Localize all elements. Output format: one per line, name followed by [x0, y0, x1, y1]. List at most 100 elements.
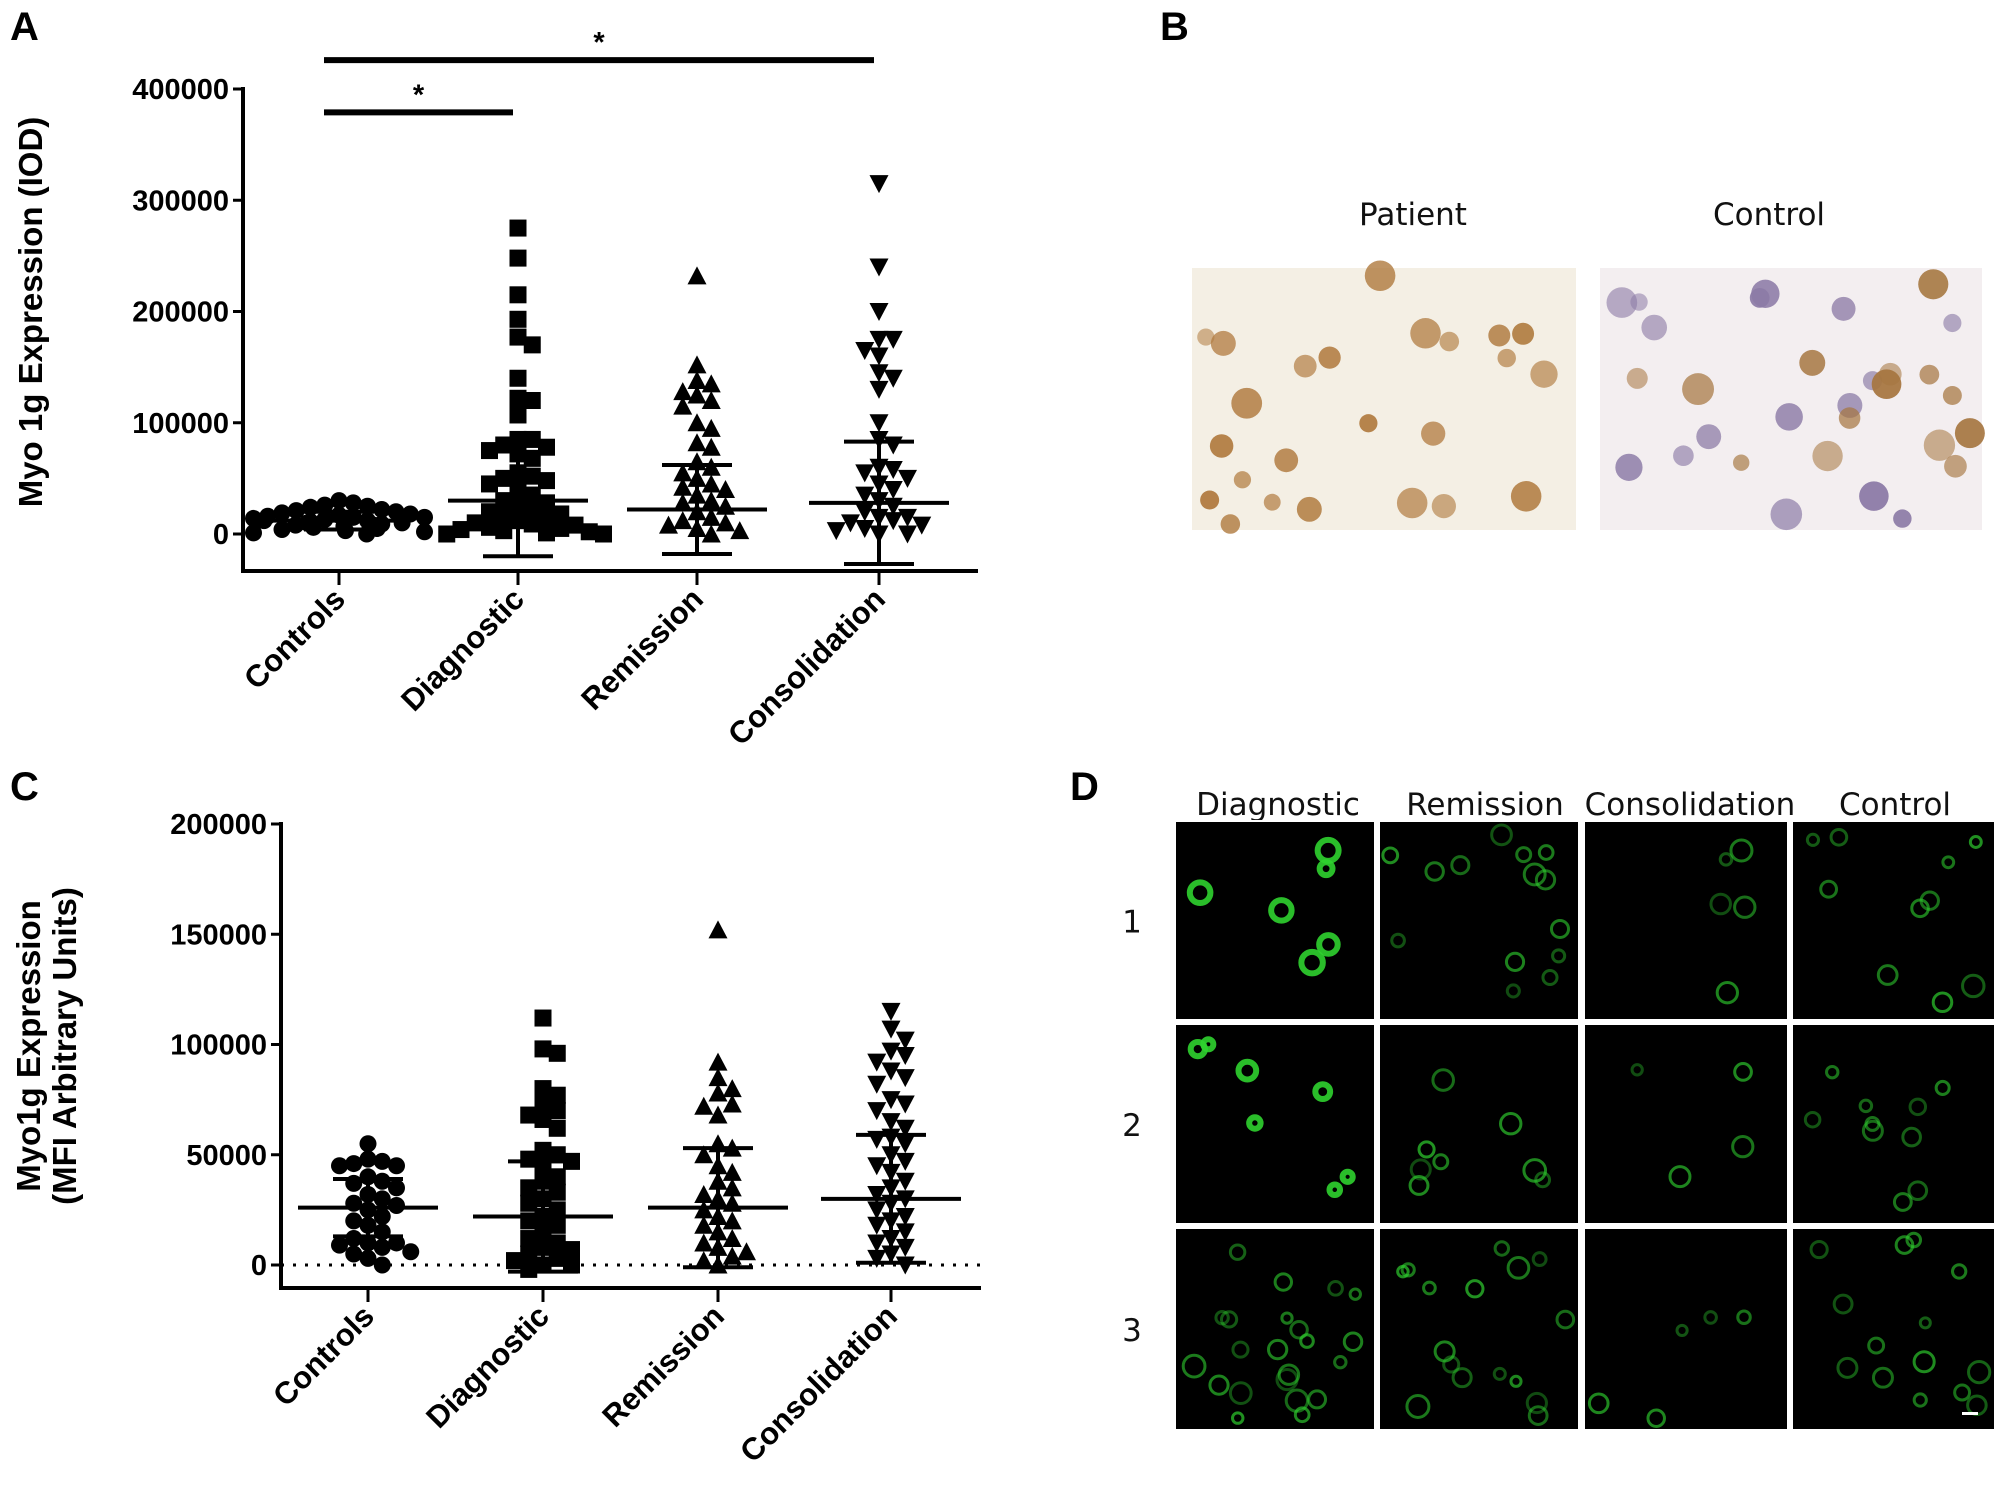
- data-point: [373, 501, 391, 519]
- data-point: [523, 501, 541, 519]
- data-point: [673, 477, 693, 496]
- cell: [1512, 322, 1535, 345]
- cell: [1673, 445, 1694, 467]
- cell: [1944, 454, 1967, 478]
- data-point: [867, 1249, 887, 1268]
- data-point: [345, 1245, 363, 1263]
- column-label-remission: Remission: [1406, 787, 1564, 823]
- data-point: [509, 249, 527, 267]
- data-point: [520, 1194, 538, 1212]
- cell: [1421, 421, 1446, 446]
- data-point: [523, 336, 541, 354]
- data-point: [895, 1031, 915, 1050]
- data-point: [548, 1102, 566, 1120]
- cell: [1859, 481, 1889, 511]
- data-point: [245, 524, 262, 542]
- y-axis-title: Myo 1g Expression (IOD): [12, 117, 49, 508]
- chart-c-myo1g-mfi: 0 50000 100000 150000 200000 Myo1g Expression…: [10, 809, 981, 1469]
- fluorescence-cell-r2-consolidation: [1585, 1025, 1787, 1223]
- micrograph-label-patient: Patient: [1359, 197, 1467, 233]
- data-point: [388, 1196, 405, 1214]
- series-diagnostic: [473, 1009, 613, 1278]
- data-point: [855, 341, 875, 360]
- data-point: [273, 504, 291, 522]
- cell: [1606, 287, 1638, 318]
- data-point: [722, 1094, 742, 1113]
- data-point: [869, 414, 889, 433]
- data-point: [867, 1234, 887, 1253]
- data-point: [548, 1168, 566, 1186]
- panel-label-b: B: [1160, 5, 1189, 49]
- cell: [1749, 287, 1770, 308]
- data-point: [722, 1211, 742, 1230]
- data-point: [523, 467, 541, 485]
- data-point: [708, 1052, 728, 1071]
- data-point: [722, 1229, 742, 1248]
- cell: [1630, 293, 1648, 311]
- series-consolidation: [821, 1002, 961, 1275]
- data-point: [895, 1095, 915, 1114]
- data-point: [538, 509, 555, 527]
- data-point: [883, 460, 903, 479]
- y-tick-label: 300000: [132, 185, 229, 217]
- cell: [1919, 364, 1940, 385]
- data-point: [722, 1178, 742, 1197]
- data-point: [883, 512, 903, 531]
- data-point: [316, 496, 334, 514]
- cell: [1318, 346, 1341, 369]
- data-point: [708, 1068, 728, 1087]
- cell: [1431, 493, 1456, 519]
- data-point: [708, 1105, 728, 1124]
- cell: [1210, 330, 1236, 356]
- data-point: [694, 1215, 714, 1234]
- data-point: [566, 516, 584, 534]
- data-point: [509, 286, 527, 304]
- data-point: [895, 1047, 915, 1066]
- micrograph-patient: [1192, 260, 1576, 534]
- cell: [1615, 453, 1643, 481]
- data-point: [344, 494, 362, 512]
- data-point: [331, 1157, 348, 1175]
- data-point: [520, 1230, 538, 1248]
- fluorescence-cell-r1-control: [1793, 822, 1994, 1019]
- data-point: [673, 396, 693, 415]
- data-point: [255, 512, 273, 530]
- data-point: [552, 519, 570, 537]
- data-point: [867, 1185, 887, 1204]
- y-tick-label: 200000: [132, 297, 229, 329]
- data-point: [701, 524, 721, 543]
- data-point: [534, 1040, 552, 1058]
- cell: [1871, 369, 1902, 400]
- series-controls: [245, 492, 433, 543]
- data-point: [481, 518, 498, 536]
- x-tick-label-controls: Controls: [266, 1298, 381, 1413]
- data-point: [881, 1091, 901, 1110]
- data-point: [520, 1150, 538, 1168]
- data-point: [416, 523, 433, 541]
- data-point: [538, 472, 555, 490]
- cell: [1732, 454, 1750, 471]
- y-axis-title: Myo1g Expression: [10, 900, 47, 1192]
- y-tick-label: 100000: [132, 408, 229, 440]
- data-point: [701, 507, 721, 526]
- data-point: [538, 524, 555, 542]
- panel-label-d: D: [1070, 765, 1099, 809]
- data-point: [869, 303, 889, 321]
- data-point: [881, 1002, 901, 1021]
- data-point: [359, 1234, 377, 1252]
- cell: [1918, 269, 1949, 300]
- panel-label-c: C: [10, 765, 39, 809]
- cell: [1942, 386, 1962, 406]
- data-point: [895, 1256, 915, 1275]
- data-point: [373, 1207, 391, 1225]
- data-point: [345, 1230, 363, 1248]
- data-point: [393, 514, 411, 532]
- row-label-2: 2: [1122, 1108, 1142, 1144]
- data-point: [722, 1246, 742, 1265]
- data-point: [534, 1110, 552, 1128]
- data-point: [673, 511, 693, 530]
- data-point: [687, 385, 707, 404]
- data-point: [359, 1135, 377, 1153]
- fluorescence-cell-r1-consolidation: [1585, 822, 1787, 1019]
- data-point: [895, 1238, 915, 1257]
